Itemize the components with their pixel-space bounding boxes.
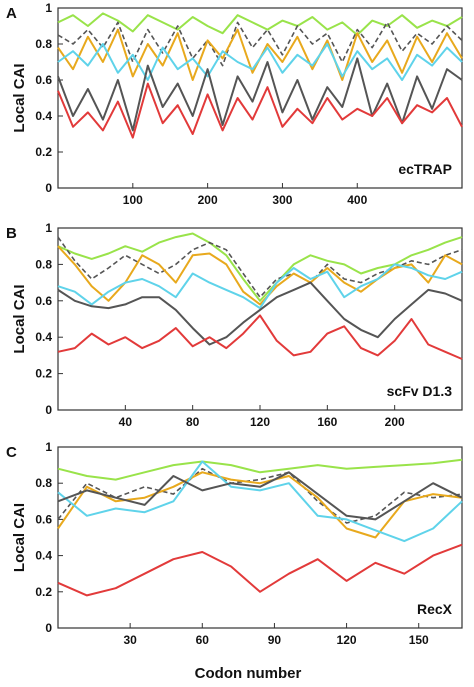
x-tick-label: 40 (119, 415, 133, 429)
y-tick-label: 0.4 (35, 109, 52, 123)
x-tick-label: 160 (317, 415, 337, 429)
x-tick-label: 90 (268, 633, 282, 647)
y-axis-title: Local CAI (11, 503, 28, 572)
x-tick-label: 200 (385, 415, 405, 429)
series-line-6 (58, 545, 462, 596)
y-tick-label: 0 (45, 621, 52, 635)
y-tick-label: 0.2 (35, 145, 52, 159)
panel-c: 0 0.2 0.4 0.6 0.8 1 30 60 90 120 150 C RecX Local CAI (6, 440, 462, 647)
y-tick-label: 0.6 (35, 512, 52, 526)
y-axis-title: Local CAI (11, 284, 28, 353)
y-tick-label: 0 (45, 403, 52, 417)
series-line-2 (58, 469, 462, 523)
x-tick-label: 400 (347, 193, 367, 207)
y-tick-label: 0.4 (35, 330, 52, 344)
y-tick-label: 0.8 (35, 476, 52, 490)
y-tick-label: 0.2 (35, 367, 52, 381)
panel-letter: C (6, 444, 17, 461)
y-tick-label: 0.4 (35, 549, 52, 563)
y-tick-label: 0.6 (35, 294, 52, 308)
y-tick-label: 1 (45, 221, 52, 235)
series-line-1 (58, 460, 462, 480)
plot-frame (58, 447, 462, 628)
x-tick-label: 150 (409, 633, 429, 647)
x-tick-label: 80 (186, 415, 200, 429)
y-tick-label: 1 (45, 440, 52, 454)
panel-name: RecX (417, 601, 453, 617)
series-line-6 (58, 84, 462, 138)
y-tick-label: 1 (45, 1, 52, 15)
x-tick-label: 30 (123, 633, 137, 647)
series-line-5 (58, 283, 462, 345)
x-tick-label: 300 (272, 193, 292, 207)
y-tick-label: 0 (45, 181, 52, 195)
y-tick-label: 0.8 (35, 257, 52, 271)
series-line-3 (58, 472, 462, 537)
x-tick-label: 120 (337, 633, 357, 647)
y-tick-label: 0.2 (35, 585, 52, 599)
series-line-4 (58, 44, 462, 80)
x-tick-label: 200 (198, 193, 218, 207)
series-line-6 (58, 315, 462, 359)
x-tick-label: 100 (123, 193, 143, 207)
y-axis-title: Local CAI (11, 63, 28, 132)
series-line-3 (58, 246, 462, 304)
panel-b: 0 0.2 0.4 0.6 0.8 1 40 80 120 160 200 BscFv D1.3 Loc… (6, 221, 462, 429)
x-tick-label: 60 (196, 633, 210, 647)
x-tick-label: 120 (250, 415, 270, 429)
panel-name: ecTRAP (398, 161, 452, 177)
y-tick-label: 0.6 (35, 73, 52, 87)
x-axis-title: Codon number (195, 665, 302, 682)
panel-letter: B (6, 225, 17, 242)
panel-a: 0 0.2 0.4 0.6 0.8 1 100 200 300 400 AecTRAP Local C… (6, 1, 462, 207)
panel-letter: A (6, 5, 17, 22)
y-tick-label: 0.8 (35, 37, 52, 51)
panel-name: scFv D1.3 (387, 383, 453, 399)
